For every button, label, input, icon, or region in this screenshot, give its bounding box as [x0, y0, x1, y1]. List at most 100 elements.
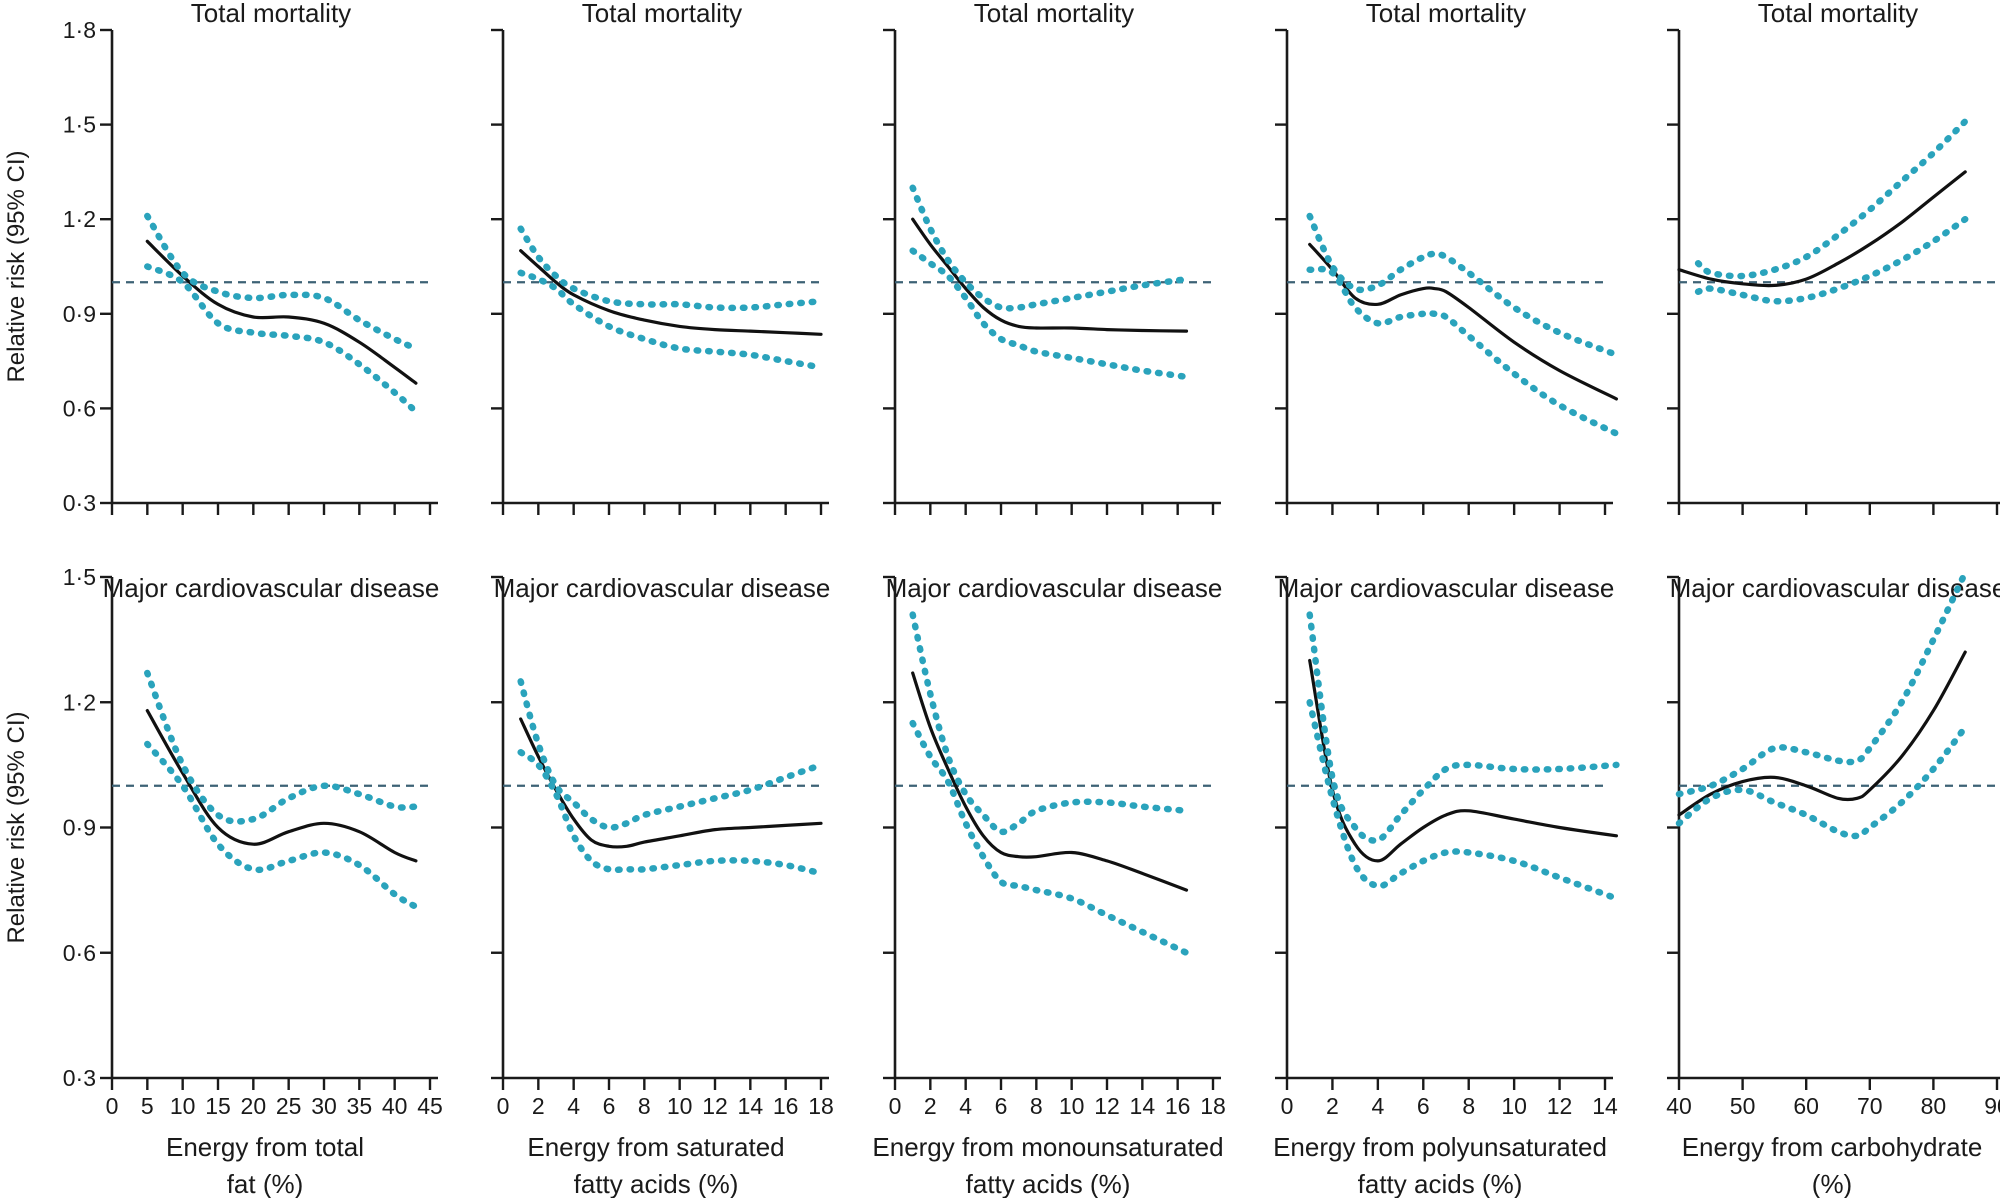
estimate-line	[519, 249, 823, 336]
x-tick-label: 14	[1130, 1093, 1156, 1119]
panel: Major cardiovascular disease 40 50 60 70 80 90…	[1666, 569, 2000, 1198]
panel: Total mortality	[1667, 0, 2000, 515]
y-tick-label: 0·3	[63, 490, 96, 516]
x-tick-label: 8	[638, 1093, 651, 1119]
x-tick-label: 0	[1281, 1093, 1294, 1119]
estimate-line	[1677, 650, 1967, 817]
estimate-line	[911, 217, 1189, 333]
x-tick-label: 8	[1462, 1093, 1475, 1119]
estimate-line	[1308, 658, 1618, 863]
ci-upper-line	[144, 669, 420, 825]
panel: Total mortality	[1275, 0, 1620, 515]
x-tick-label: 4	[1371, 1093, 1384, 1119]
x-tick-label: 20	[241, 1093, 267, 1119]
y-tick-label: 1·8	[63, 17, 96, 43]
ci-lower-line	[517, 269, 825, 371]
panel-title: Major cardiovascular disease	[1278, 573, 1615, 603]
panel-title: Total mortality	[1758, 0, 1918, 28]
x-tick-label: 10	[170, 1093, 196, 1119]
ci-lower-line	[909, 247, 1190, 381]
x-tick-label: 35	[347, 1093, 373, 1119]
y-tick-label: 0·9	[63, 815, 96, 841]
panel: Total mortality 0·3 0·6 0·9 1·2 1·5 1·8 Relativ…	[3, 0, 438, 516]
x-axis-label: fatty acids (%)	[966, 1169, 1131, 1198]
ci-lower-line	[517, 749, 825, 877]
x-tick-label: 0	[497, 1093, 510, 1119]
x-tick-label: 90	[1984, 1093, 2000, 1119]
x-tick-label: 18	[1200, 1093, 1226, 1119]
x-tick-label: 10	[667, 1093, 693, 1119]
estimate-line	[1677, 170, 1967, 288]
x-tick-label: 5	[141, 1093, 154, 1119]
x-tick-label: 18	[808, 1093, 834, 1119]
ci-upper-line	[1694, 118, 1969, 280]
x-tick-label: 12	[1094, 1093, 1120, 1119]
x-tick-label: 4	[567, 1093, 580, 1119]
x-axis-label: Energy from saturated	[527, 1132, 784, 1162]
y-tick-label: 0·9	[63, 301, 96, 327]
x-tick-label: 40	[1666, 1093, 1692, 1119]
estimate-line	[145, 709, 418, 863]
ci-lower-line	[1306, 699, 1620, 902]
ci-upper-line	[144, 212, 420, 352]
ci-upper-line	[1306, 611, 1620, 844]
estimate-line	[519, 717, 823, 849]
x-axis-label: fatty acids (%)	[1358, 1169, 1523, 1198]
ci-lower-line	[1675, 724, 1969, 840]
panel-title: Total mortality	[1366, 0, 1526, 28]
y-tick-label: 0·6	[63, 940, 96, 966]
x-tick-label: 10	[1501, 1093, 1527, 1119]
ci-lower-line	[1306, 265, 1620, 437]
panel-title: Major cardiovascular disease	[886, 573, 1223, 603]
ci-lower-line	[144, 263, 420, 415]
ci-lower-line	[144, 740, 420, 911]
estimate-line	[1308, 242, 1618, 401]
y-tick-label: 0·6	[63, 395, 96, 421]
y-tick-label: 1·5	[63, 112, 96, 138]
ci-upper-line	[1306, 212, 1620, 359]
y-tick-label: 1·2	[63, 206, 96, 232]
x-axis-label: Energy from total	[166, 1132, 364, 1162]
estimate-line	[145, 239, 418, 385]
x-tick-label: 50	[1730, 1093, 1756, 1119]
x-tick-label: 80	[1921, 1093, 1947, 1119]
x-tick-label: 15	[205, 1093, 231, 1119]
x-tick-label: 0	[889, 1093, 902, 1119]
panel-title: Total mortality	[974, 0, 1134, 28]
y-tick-label: 0·3	[63, 1065, 96, 1091]
x-axis-label: fatty acids (%)	[574, 1169, 739, 1198]
panel: Major cardiovascular disease 0 2 4 6 8 10 12 14 E…	[1273, 573, 1620, 1198]
x-axis-label: Energy from monounsaturated	[872, 1132, 1223, 1162]
x-tick-label: 12	[1547, 1093, 1573, 1119]
x-tick-label: 25	[276, 1093, 302, 1119]
y-axis-label: Relative risk (95% CI)	[3, 150, 30, 382]
ci-lower-line	[1694, 215, 1969, 305]
ci-upper-line	[517, 678, 825, 831]
x-tick-label: 6	[1417, 1093, 1430, 1119]
x-tick-label: 45	[417, 1093, 443, 1119]
panel-title: Major cardiovascular disease	[1670, 573, 2000, 603]
panel-title: Total mortality	[582, 0, 742, 28]
x-tick-label: 6	[995, 1093, 1008, 1119]
x-axis-label: Energy from carbohydrate	[1682, 1132, 1983, 1162]
x-tick-label: 16	[1165, 1093, 1191, 1119]
y-tick-label: 1·2	[63, 689, 96, 715]
panel: Major cardiovascular disease 0 2 4 6 8 10 12 14 1…	[872, 573, 1225, 1198]
x-tick-label: 12	[702, 1093, 728, 1119]
panel-title: Major cardiovascular disease	[494, 573, 831, 603]
x-tick-label: 6	[603, 1093, 616, 1119]
panel-title: Total mortality	[191, 0, 351, 28]
x-tick-label: 70	[1857, 1093, 1883, 1119]
x-tick-label: 8	[1030, 1093, 1043, 1119]
x-axis-label: (%)	[1812, 1169, 1852, 1198]
ci-upper-line	[909, 184, 1190, 312]
ci-upper-line	[517, 225, 825, 312]
y-tick-label: 1·5	[63, 564, 96, 590]
x-tick-label: 4	[959, 1093, 972, 1119]
y-axis-label: Relative risk (95% CI)	[3, 711, 30, 943]
x-tick-label: 14	[738, 1093, 764, 1119]
x-tick-label: 60	[1793, 1093, 1819, 1119]
panel: Major cardiovascular disease 0 2 4 6 8 10 12 14 1…	[491, 573, 834, 1198]
x-tick-label: 10	[1059, 1093, 1085, 1119]
